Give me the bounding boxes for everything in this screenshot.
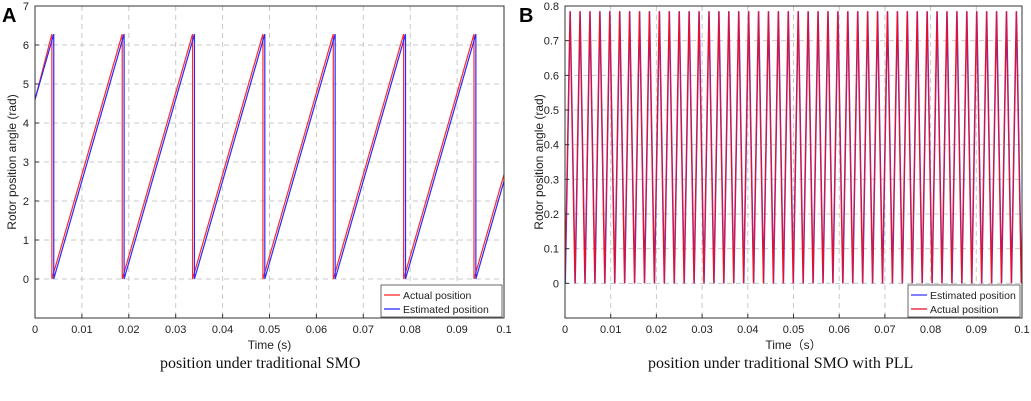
y-tick-label: 0.3 (544, 174, 559, 186)
y-tick-label: 0.6 (544, 70, 559, 82)
x-tick-label: 0.03 (691, 324, 712, 336)
series-group (35, 33, 504, 280)
legend-label: Actual position (403, 290, 471, 302)
y-tick-label: 0.2 (544, 209, 559, 221)
y-tick-label: 5 (23, 79, 29, 91)
x-tick-label: 0.08 (920, 324, 941, 336)
y-tick-label: 0.8 (544, 1, 559, 13)
caption-b: position under traditional SMO with PLL (648, 355, 914, 372)
y-tick-label: 3 (23, 157, 29, 169)
legend-box (907, 284, 1021, 318)
x-tick-label: 0 (32, 324, 38, 336)
legend-label: Estimated position (403, 304, 489, 316)
y-tick-label: 0.5 (544, 105, 559, 117)
series-line-estimated-position (35, 33, 504, 280)
x-tick-label: 0.04 (737, 324, 758, 336)
x-axis-label: Time (s) (248, 338, 292, 352)
x-tick-label: 0.09 (966, 324, 987, 336)
legend-label: Estimated position (930, 290, 1016, 302)
panel-label: B (519, 5, 533, 27)
y-axis-label: Rotor position angle (rad) (5, 94, 19, 229)
x-tick-label: 0.02 (118, 324, 139, 336)
y-tick-label: 6 (23, 40, 29, 52)
legend: Actual position Estimated position (380, 284, 503, 318)
y-tick-label: 0 (23, 274, 29, 286)
y-tick-label: 0.1 (544, 244, 559, 256)
y-tick-label: 0.4 (544, 140, 559, 152)
legend-box (380, 284, 503, 318)
y-tick-label: 2 (23, 196, 29, 208)
x-tick-label: 0.06 (828, 324, 849, 336)
caption-a: position under traditional SMO (160, 355, 361, 372)
x-tick-label: 0.07 (874, 324, 895, 336)
x-tick-label: 0.06 (306, 324, 327, 336)
x-tick-label: 0 (562, 324, 568, 336)
legend: Estimated position Actual position (907, 284, 1021, 318)
y-tick-label: 4 (23, 118, 29, 130)
x-tick-label: 0.1 (1014, 324, 1029, 336)
y-tick-label: 0 (553, 278, 559, 290)
x-tick-label: 0.02 (646, 324, 667, 336)
x-tick-label: 0.1 (496, 324, 511, 336)
panel-label: A (2, 5, 16, 27)
series-line-actual-position (35, 33, 504, 280)
x-tick-label: 0.04 (212, 324, 233, 336)
chart-panel-a: A 0 0.01 0.02 0.03 0.04 0.05 0.06 0.07 0.08 0.09 0.… (2, 1, 512, 352)
chart-panel-b: B 0 0.01 0.02 0.03 0.04 0.05 0.06 0.07 0.08 0.09 0.… (519, 1, 1030, 352)
x-tick-label: 0.01 (600, 324, 621, 336)
y-tick-label: 7 (23, 1, 29, 13)
x-tick-label: 0.08 (399, 324, 420, 336)
x-axis-label: Time（s） (765, 338, 821, 352)
x-tick-label: 0.01 (71, 324, 92, 336)
x-tick-label: 0.09 (446, 324, 467, 336)
series-line-actual-position (565, 11, 1022, 284)
y-tick-label: 1 (23, 235, 29, 247)
x-tick-label: 0.07 (353, 324, 374, 336)
y-tick-label: 0.7 (544, 36, 559, 48)
x-tick-label: 0.03 (165, 324, 186, 336)
x-tick-label: 0.05 (783, 324, 804, 336)
y-axis-label: Rotor position angle (rad) (532, 94, 546, 229)
x-tick-label: 0.05 (259, 324, 280, 336)
series-group (565, 11, 1022, 284)
legend-label: Actual position (930, 304, 998, 316)
